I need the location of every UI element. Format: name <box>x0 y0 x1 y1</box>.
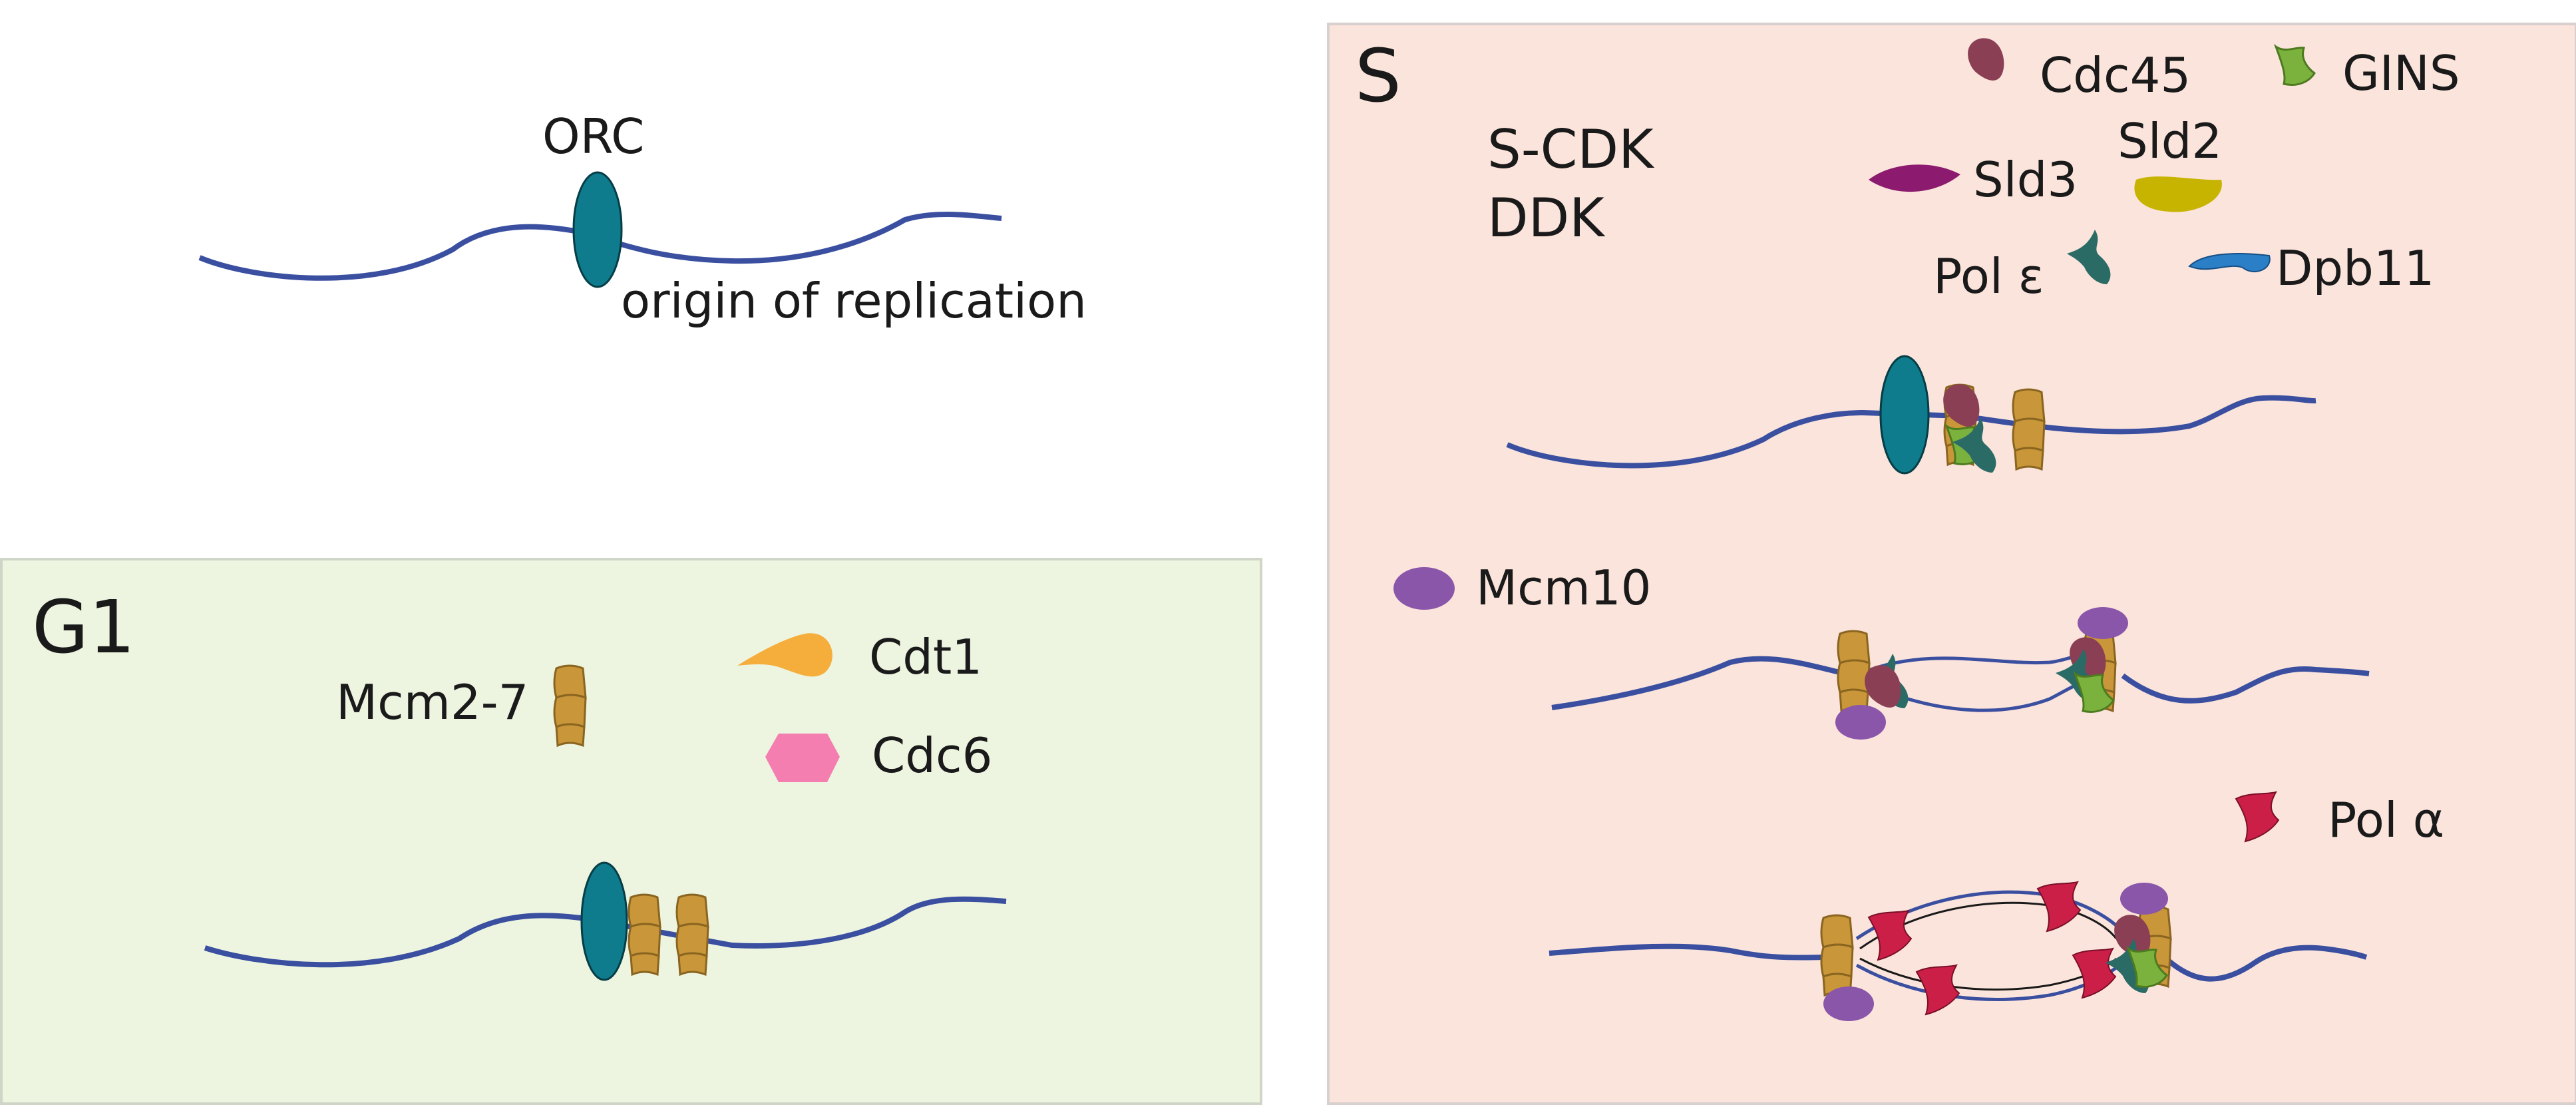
dna-strand-s2-left <box>1551 656 1841 710</box>
s-panel-background <box>1327 23 2576 1105</box>
g1-panel: G1 Mcm2-7 Cdt1 Cdc6 <box>0 558 1262 1105</box>
dna-strand-top <box>198 211 1002 281</box>
g1-panel-background <box>0 558 1262 1105</box>
cdt1-legend-label: Cdt1 <box>869 629 982 685</box>
mcm10-legend-label: Mcm10 <box>1476 560 1651 616</box>
mcm10-s3-left <box>1823 987 1874 1021</box>
dna-strand-s3-right <box>2164 945 2368 982</box>
mcm-s1-right <box>2012 388 2046 471</box>
sld2-legend-label: Sld2 <box>2117 113 2222 169</box>
cdc6-legend-label: Cdc6 <box>872 728 992 783</box>
dna-strand-s3-left <box>1549 943 1824 961</box>
orc-complex <box>572 171 623 288</box>
mcm10-legend-icon <box>1393 567 1455 610</box>
dna-bubble3-top-inner <box>1859 901 2117 950</box>
dna-bubble-top <box>1863 654 2084 674</box>
sld2-legend-icon <box>2134 176 2222 212</box>
mcm-s3-left <box>1820 914 1854 996</box>
sld3-legend-icon <box>1869 164 1960 192</box>
dna-strand-g1 <box>204 896 1007 968</box>
gins-legend-label: GINS <box>2342 45 2460 101</box>
mcm-legend-label: Mcm2-7 <box>336 674 528 730</box>
orc-g1 <box>580 861 628 981</box>
g1-phase-label: G1 <box>32 584 135 670</box>
mcm-s2-left <box>1837 630 1871 712</box>
origin-label: origin of replication <box>621 273 1087 329</box>
mcm10-s2-left <box>1835 705 1886 740</box>
s-phase-label: S <box>1355 33 1401 118</box>
ddk-label: DDK <box>1487 187 1606 249</box>
cdt1-legend-icon <box>737 633 832 677</box>
pola-legend-label: Pol α <box>2328 792 2444 848</box>
orc-label: ORC <box>542 109 644 164</box>
top-section: ORC origin of replication <box>198 109 1087 329</box>
s-panel: S S-CDK DDK Cdc45 GINS Sld3 Sld2 Pol ε D… <box>1327 23 2576 1105</box>
orc-s1 <box>1879 355 1930 475</box>
cdc6-legend-icon <box>765 734 840 782</box>
sld3-legend-label: Sld3 <box>1973 152 2078 208</box>
dpb11-legend-icon <box>2188 253 2271 272</box>
mcm10-s3-right <box>2120 883 2168 915</box>
pole-legend-label: Pol ε <box>1933 248 2044 304</box>
dna-strand-s1 <box>1506 395 2316 469</box>
mcm-double-hexamer-right <box>675 893 709 976</box>
s-cdk-label: S-CDK <box>1487 118 1655 180</box>
dpb11-legend-label: Dpb11 <box>2276 240 2434 296</box>
mcm10-s2-right <box>2078 607 2128 639</box>
mcm-double-hexamer-left <box>628 893 661 976</box>
mcm-legend-icon <box>553 664 587 747</box>
cdc45-legend-label: Cdc45 <box>2040 47 2191 103</box>
dna-strand-s2-right <box>2121 666 2370 704</box>
